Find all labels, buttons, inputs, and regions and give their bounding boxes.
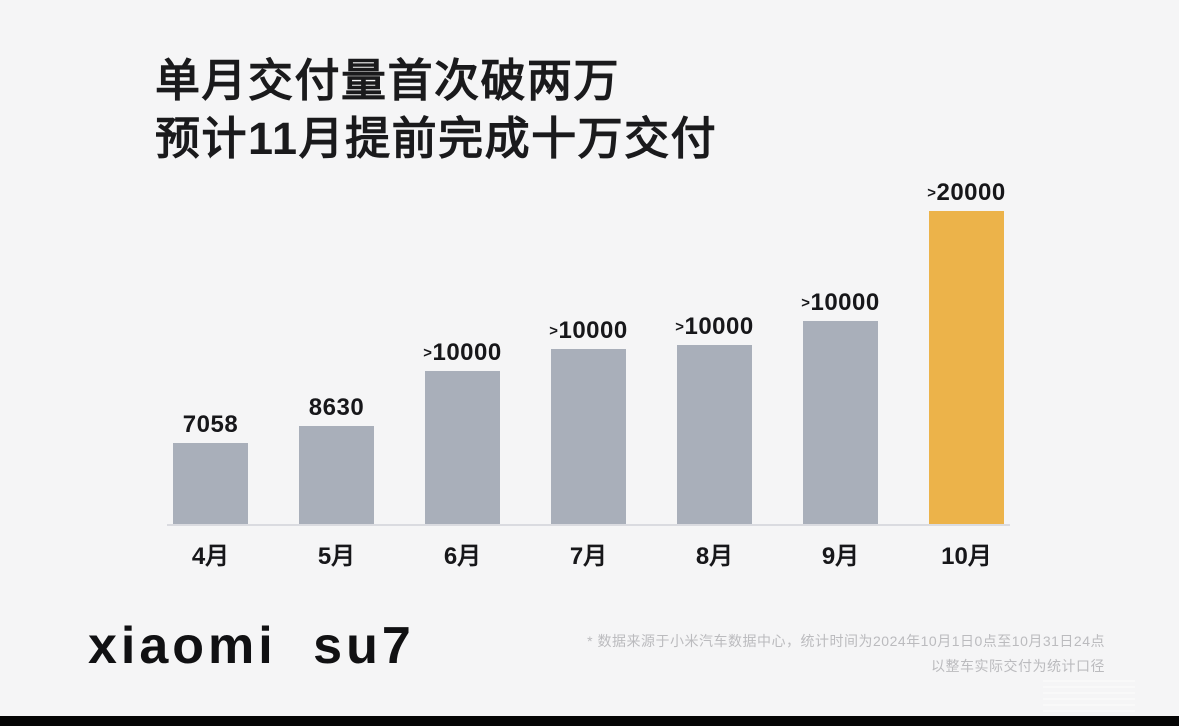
greater-than-symbol: >: [423, 345, 433, 361]
bar: [677, 345, 752, 524]
page-title: 单月交付量首次破两万 预计11月提前完成十万交付: [155, 52, 717, 168]
bar-value-label: >10000: [801, 288, 880, 316]
bar-value-label: >10000: [549, 316, 628, 344]
month-label: 4月: [191, 543, 230, 570]
bar-column: 8630 5月: [299, 170, 374, 570]
footnote-line-1: * 数据来源于小米汽车数据中心，统计时间为2024年10月1日0点至10月31日…: [587, 633, 1105, 649]
bar-column: >20000 10月: [927, 170, 1006, 570]
bar-column: 7058 4月: [173, 170, 248, 570]
bar: [551, 349, 626, 524]
month-label: 7月: [569, 543, 608, 570]
month-label: 6月: [443, 543, 482, 570]
bar: [425, 371, 500, 524]
footnote: * 数据来源于小米汽车数据中心，统计时间为2024年10月1日0点至10月31日…: [587, 629, 1105, 679]
title-line-2: 预计11月提前完成十万交付: [155, 113, 718, 164]
month-label: 9月: [821, 543, 860, 570]
monthly-delivery-bar-chart: 7058 4月 8630 5月 >10000 6月 >10000 7月 >10000 8月 >100…: [167, 170, 1010, 570]
bar-value-label: 8630: [308, 394, 365, 421]
bottom-black-bar: [0, 716, 1179, 726]
bar: [803, 321, 878, 524]
watermark: [1043, 680, 1135, 714]
month-label: 5月: [317, 543, 356, 570]
bar-value-label: >10000: [675, 312, 754, 340]
bar: [173, 443, 248, 524]
bar-value-label: >20000: [927, 178, 1006, 206]
bar-column: >10000 9月: [801, 170, 880, 570]
month-label: 8月: [695, 543, 734, 570]
bar-value-label: >10000: [423, 338, 502, 366]
xiaomi-su7-logo: Xiaomi SU7: [88, 617, 415, 675]
footnote-line-2: 以整车实际交付为统计口径: [931, 658, 1105, 674]
greater-than-symbol: >: [549, 323, 559, 339]
x-axis-line: [167, 524, 1010, 526]
bar: [299, 426, 374, 524]
bar-column: >10000 6月: [423, 170, 502, 570]
title-line-1: 单月交付量首次破两万: [155, 55, 621, 106]
greater-than-symbol: >: [927, 185, 937, 201]
bar-column: >10000 7月: [549, 170, 628, 570]
month-label: 10月: [941, 543, 992, 570]
bar-value-label: 7058: [182, 411, 239, 438]
bar: [929, 211, 1004, 524]
greater-than-symbol: >: [675, 319, 685, 335]
greater-than-symbol: >: [801, 295, 811, 311]
bar-column: >10000 8月: [675, 170, 754, 570]
